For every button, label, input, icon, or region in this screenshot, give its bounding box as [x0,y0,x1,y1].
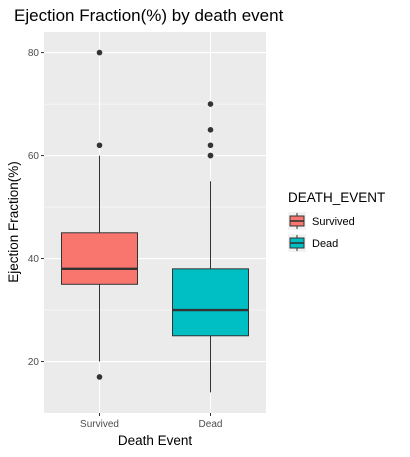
boxplot-dead [172,101,249,393]
y-tick-label: 60 [28,151,40,162]
outlier-point [96,142,103,149]
plot-panel [44,32,266,413]
outlier-point [207,152,214,159]
x-tick-label: Survived [80,419,119,430]
y-tick-label: 80 [28,48,40,59]
box-iqr [172,268,249,337]
box-iqr [61,232,138,285]
outlier-point [96,49,103,56]
chart-title: Ejection Fraction(%) by death event [14,6,284,25]
outlier-point [207,142,214,149]
y-tick-label: 40 [28,254,40,265]
y-tick-label: 20 [28,357,40,368]
legend-label: Survived [312,216,355,228]
boxplots [61,49,249,393]
outlier-point [96,374,103,380]
y-axis-title: Ejection Fraction(%) [6,161,21,283]
legend-item-survived: Survived [288,212,355,230]
x-axis-ticks: Survived Dead [80,413,222,430]
y-axis-ticks: 20 40 60 80 [28,48,44,368]
legend-item-dead: Dead [288,234,338,252]
x-axis-title: Death Event [118,433,193,448]
legend-label: Dead [312,238,338,250]
legend: DEATH_EVENT Survived Dead [288,190,385,252]
outlier-point [207,127,214,133]
boxplot-survived [61,49,138,380]
x-tick-label: Dead [199,419,223,430]
legend-title: DEATH_EVENT [288,190,385,205]
outlier-point [207,101,214,107]
